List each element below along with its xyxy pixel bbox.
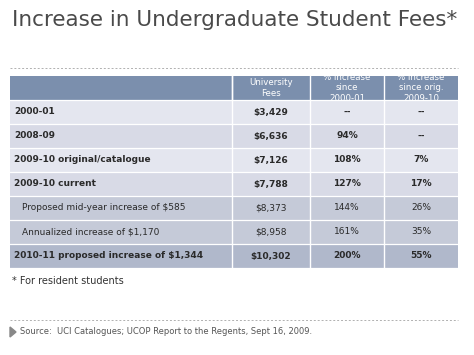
Text: --: -- <box>417 131 425 141</box>
Text: $6,636: $6,636 <box>254 131 288 141</box>
Text: 94%: 94% <box>336 131 358 141</box>
Bar <box>10 148 458 172</box>
Text: Proposed mid-year increase of $585: Proposed mid-year increase of $585 <box>22 203 185 213</box>
Text: 200%: 200% <box>333 251 361 261</box>
Bar <box>10 124 458 148</box>
Text: 2009-10 original/catalogue: 2009-10 original/catalogue <box>14 155 151 164</box>
Text: 2008-09: 2008-09 <box>14 131 55 141</box>
Bar <box>10 244 458 268</box>
Text: % increase
since
2000-01: % increase since 2000-01 <box>323 73 371 103</box>
Text: Increase in Undergraduate Student Fees*: Increase in Undergraduate Student Fees* <box>12 10 457 30</box>
Text: 2010-11 proposed increase of $1,344: 2010-11 proposed increase of $1,344 <box>14 251 203 261</box>
Text: $8,958: $8,958 <box>255 228 287 236</box>
Text: 2009-10 current: 2009-10 current <box>14 180 96 189</box>
Text: 108%: 108% <box>333 155 361 164</box>
Polygon shape <box>10 327 16 337</box>
Bar <box>10 196 458 220</box>
Text: 144%: 144% <box>334 203 360 213</box>
Text: --: -- <box>417 108 425 116</box>
Text: 26%: 26% <box>411 203 431 213</box>
Text: 7%: 7% <box>413 155 428 164</box>
Text: 35%: 35% <box>411 228 431 236</box>
Text: % increase
since orig.
2009-10: % increase since orig. 2009-10 <box>397 73 445 103</box>
Text: 55%: 55% <box>410 251 432 261</box>
Text: 17%: 17% <box>410 180 432 189</box>
Text: $7,126: $7,126 <box>254 155 288 164</box>
Bar <box>10 172 458 196</box>
Bar <box>10 76 458 100</box>
Bar <box>10 100 458 124</box>
Text: 161%: 161% <box>334 228 360 236</box>
Text: Annualized increase of $1,170: Annualized increase of $1,170 <box>22 228 159 236</box>
Text: $8,373: $8,373 <box>255 203 287 213</box>
Text: --: -- <box>343 108 351 116</box>
Text: 2000-01: 2000-01 <box>14 108 55 116</box>
Text: $10,302: $10,302 <box>251 251 291 261</box>
Text: * For resident students: * For resident students <box>12 276 124 286</box>
Bar <box>10 220 458 244</box>
Text: Source:  UCI Catalogues; UCOP Report to the Regents, Sept 16, 2009.: Source: UCI Catalogues; UCOP Report to t… <box>20 328 312 337</box>
Text: $7,788: $7,788 <box>254 180 288 189</box>
Text: $3,429: $3,429 <box>254 108 288 116</box>
Text: University
Fees: University Fees <box>249 78 293 98</box>
Text: 127%: 127% <box>333 180 361 189</box>
